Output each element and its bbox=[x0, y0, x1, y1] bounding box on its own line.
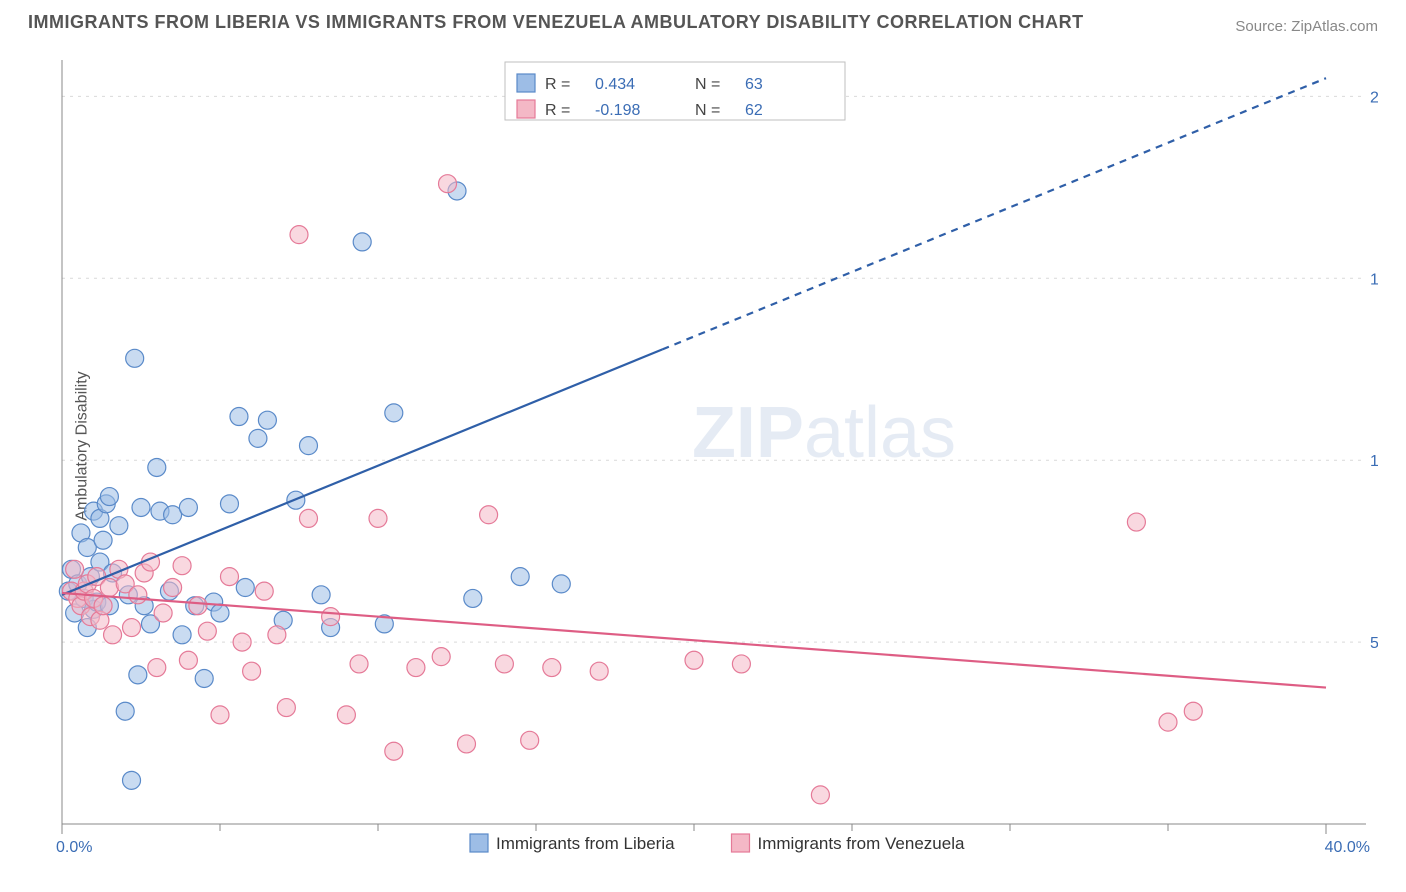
scatter-point bbox=[1127, 513, 1145, 531]
scatter-point bbox=[220, 495, 238, 513]
scatter-point bbox=[457, 735, 475, 753]
legend-swatch bbox=[517, 74, 535, 92]
scatter-point bbox=[312, 586, 330, 604]
scatter-point bbox=[249, 429, 267, 447]
scatter-point bbox=[236, 579, 254, 597]
scatter-point bbox=[189, 597, 207, 615]
scatter-point bbox=[164, 579, 182, 597]
scatter-point bbox=[552, 575, 570, 593]
scatter-point bbox=[1159, 713, 1177, 731]
scatter-point bbox=[521, 731, 539, 749]
scatter-point bbox=[255, 582, 273, 600]
source-credit: Source: ZipAtlas.com bbox=[1235, 18, 1378, 35]
scatter-point bbox=[198, 622, 216, 640]
scatter-point bbox=[94, 597, 112, 615]
legend-n-value: 62 bbox=[745, 102, 763, 119]
scatter-point bbox=[104, 626, 122, 644]
scatter-point bbox=[123, 771, 141, 789]
scatter-point bbox=[148, 458, 166, 476]
scatter-point bbox=[350, 655, 368, 673]
scatter-point bbox=[100, 579, 118, 597]
legend-swatch bbox=[470, 834, 488, 852]
scatter-point bbox=[179, 498, 197, 516]
scatter-point bbox=[464, 589, 482, 607]
scatter-point bbox=[685, 651, 703, 669]
scatter-point bbox=[299, 509, 317, 527]
legend-r-value: 0.434 bbox=[595, 76, 635, 93]
scatter-point bbox=[94, 531, 112, 549]
y-tick-label: 10.0% bbox=[1370, 453, 1378, 470]
scatter-point bbox=[590, 662, 608, 680]
scatter-point bbox=[268, 626, 286, 644]
chart-title: IMMIGRANTS FROM LIBERIA VS IMMIGRANTS FR… bbox=[28, 12, 1084, 33]
scatter-point bbox=[432, 648, 450, 666]
scatter-point bbox=[511, 568, 529, 586]
source-link[interactable]: ZipAtlas.com bbox=[1291, 18, 1378, 35]
scatter-point bbox=[369, 509, 387, 527]
legend-r-label: R = bbox=[545, 76, 570, 93]
scatter-point bbox=[258, 411, 276, 429]
scatter-point bbox=[129, 666, 147, 684]
scatter-point bbox=[66, 560, 84, 578]
scatter-point bbox=[179, 651, 197, 669]
scatter-point bbox=[123, 619, 141, 637]
y-tick-label: 15.0% bbox=[1370, 271, 1378, 288]
scatter-point bbox=[1184, 702, 1202, 720]
source-label: Source: bbox=[1235, 18, 1291, 35]
scatter-point bbox=[543, 659, 561, 677]
scatter-plot-svg: 5.0% 10.0% 15.0% 20.0% ZIPatlas 0.0% 40.0% R = 0… bbox=[50, 48, 1378, 858]
legend-swatch bbox=[732, 834, 750, 852]
scatter-point bbox=[439, 175, 457, 193]
legend-n-value: 63 bbox=[745, 76, 763, 93]
scatter-point bbox=[277, 699, 295, 717]
scatter-point bbox=[322, 608, 340, 626]
scatter-point bbox=[211, 604, 229, 622]
scatter-point bbox=[385, 404, 403, 422]
legend-n-label: N = bbox=[695, 76, 720, 93]
legend-series-label: Immigrants from Venezuela bbox=[758, 834, 965, 853]
scatter-point bbox=[173, 626, 191, 644]
scatter-point bbox=[195, 669, 213, 687]
scatter-point bbox=[132, 498, 150, 516]
scatter-point bbox=[337, 706, 355, 724]
scatter-point bbox=[100, 488, 118, 506]
scatter-point bbox=[299, 437, 317, 455]
scatter-point bbox=[211, 706, 229, 724]
legend-r-value: -0.198 bbox=[595, 102, 640, 119]
y-tick-label: 20.0% bbox=[1370, 89, 1378, 106]
scatter-point bbox=[230, 408, 248, 426]
scatter-point bbox=[126, 349, 144, 367]
scatter-point bbox=[407, 659, 425, 677]
scatter-point bbox=[110, 517, 128, 535]
scatter-point bbox=[290, 226, 308, 244]
legend-r-label: R = bbox=[545, 102, 570, 119]
scatter-point bbox=[243, 662, 261, 680]
chart-area: 5.0% 10.0% 15.0% 20.0% ZIPatlas 0.0% 40.0% R = 0… bbox=[50, 48, 1378, 858]
legend-series-label: Immigrants from Liberia bbox=[496, 834, 675, 853]
legend-swatch bbox=[517, 100, 535, 118]
scatter-point bbox=[148, 659, 166, 677]
x-tick-label: 40.0% bbox=[1325, 839, 1370, 856]
scatter-point bbox=[116, 702, 134, 720]
scatter-point bbox=[220, 568, 238, 586]
scatter-point bbox=[385, 742, 403, 760]
scatter-point bbox=[732, 655, 750, 673]
legend-n-label: N = bbox=[695, 102, 720, 119]
scatter-point bbox=[233, 633, 251, 651]
x-tick-label: 0.0% bbox=[56, 839, 92, 856]
scatter-point bbox=[129, 586, 147, 604]
y-tick-label: 5.0% bbox=[1370, 635, 1378, 652]
scatter-point bbox=[480, 506, 498, 524]
scatter-point bbox=[154, 604, 172, 622]
watermark: ZIPatlas bbox=[692, 393, 956, 473]
scatter-point bbox=[495, 655, 513, 673]
scatter-point bbox=[811, 786, 829, 804]
scatter-point bbox=[173, 557, 191, 575]
scatter-point bbox=[353, 233, 371, 251]
